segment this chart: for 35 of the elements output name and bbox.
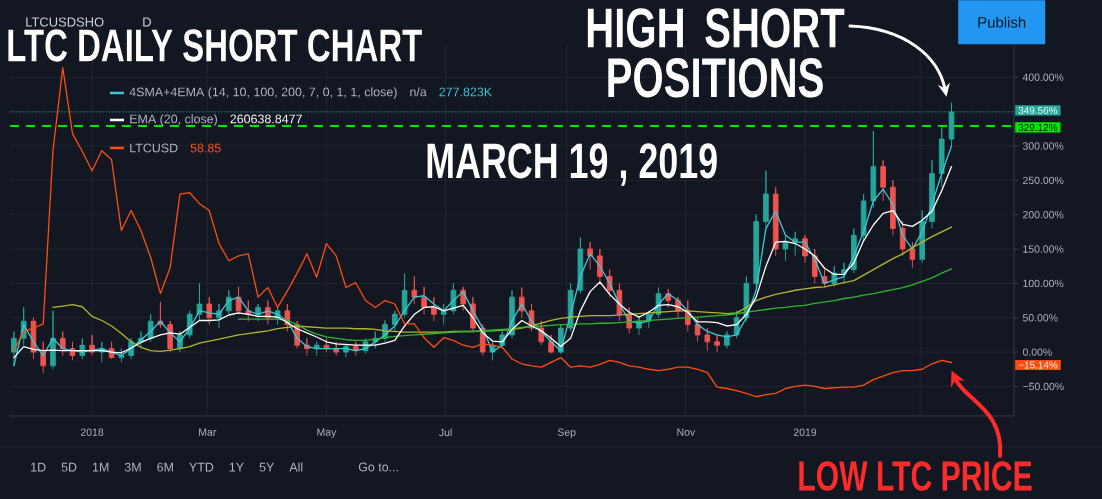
x-tick-label: Mar bbox=[199, 428, 217, 436]
ref-line-label: 349.56% bbox=[1018, 106, 1058, 114]
annotation: MARCH 19 , 2019 bbox=[427, 143, 717, 186]
text: D bbox=[143, 17, 151, 27]
text: −15.14% bbox=[1018, 361, 1058, 369]
y-tick-label: 50.00% bbox=[1022, 314, 1058, 322]
x-tick-label: Jul bbox=[439, 428, 452, 437]
x-tick-label: Sep bbox=[557, 428, 576, 438]
x-tick-label: May bbox=[317, 428, 337, 438]
text: Go to... bbox=[358, 462, 398, 472]
x-tick-label: 2018 bbox=[80, 428, 104, 436]
y-tick-label: 400.00% bbox=[1022, 73, 1064, 81]
y-tick-label: −50.00% bbox=[1023, 382, 1064, 391]
text: LTCUSDSHO bbox=[26, 17, 104, 27]
annotation: 277.823K bbox=[439, 87, 492, 97]
annotation: n/a bbox=[410, 87, 427, 97]
x-tick-label: 2019 bbox=[793, 428, 817, 436]
text: Publish bbox=[978, 16, 1026, 28]
annotation: LOW LTC PRICE bbox=[799, 461, 1032, 491]
annotation: HIGH SHORT POSITIONS bbox=[587, 8, 845, 98]
y-tick-label: 100.00% bbox=[1023, 279, 1064, 288]
text: 1D 5D 1M 3M 6M YTD 1Y 5Y All bbox=[31, 462, 303, 472]
y-tick-label: 150.00% bbox=[1023, 245, 1064, 253]
annotation: 58.85 bbox=[190, 143, 221, 153]
x-tick-label: Nov bbox=[677, 428, 696, 436]
legend-label: 4SMA+4EMA (14, 10, 100, 200, 7, 0, 1, 1, close) bbox=[129, 87, 397, 99]
annotation: 260638.8477 bbox=[230, 114, 302, 124]
chart-title: LTC DAILY SHORT CHART bbox=[8, 29, 422, 62]
legend-label: LTCUSD bbox=[130, 143, 178, 153]
y-tick-label: 0.00% bbox=[1022, 348, 1052, 356]
y-tick-label: 200.00% bbox=[1023, 210, 1064, 219]
y-tick-label: 300.00% bbox=[1022, 142, 1064, 150]
y-tick-label: 250.00% bbox=[1023, 176, 1064, 185]
ref-line-label: 329.12% bbox=[1018, 123, 1058, 131]
legend-label: EMA (20, close) bbox=[130, 114, 217, 126]
